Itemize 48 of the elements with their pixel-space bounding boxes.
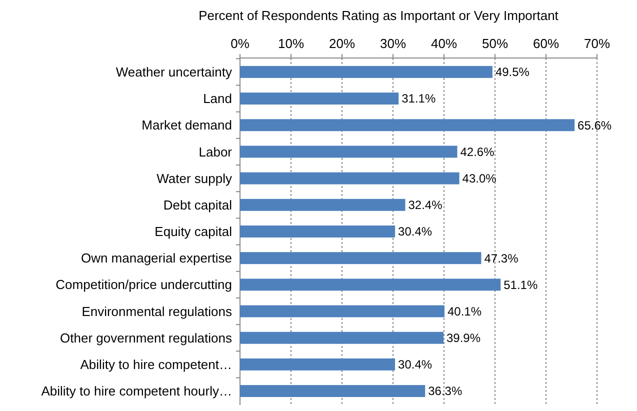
- bar: [240, 66, 492, 78]
- bar: [240, 172, 460, 184]
- y-tick-label: Ability to hire competent…: [80, 357, 232, 372]
- x-tick-label: 0%: [230, 36, 250, 51]
- bar: [240, 146, 458, 158]
- data-label: 31.1%: [402, 92, 436, 106]
- x-tick-label: 70%: [584, 36, 610, 51]
- x-tick-label: 40%: [430, 36, 458, 51]
- bar: [240, 119, 575, 132]
- data-label: 30.4%: [398, 358, 432, 372]
- y-tick-label: Water supply: [156, 170, 232, 186]
- bar: [240, 92, 399, 105]
- y-tick-label: Labor: [198, 144, 233, 160]
- bar: [240, 305, 445, 318]
- y-tick-label: Land: [203, 91, 232, 106]
- bar: [240, 385, 426, 398]
- data-label: 39.9%: [446, 331, 481, 346]
- data-label: 51.1%: [504, 278, 538, 292]
- bar: [240, 278, 501, 291]
- y-tick-label: Other government regulations: [60, 330, 232, 346]
- x-tick-label: 50%: [482, 36, 508, 51]
- data-label: 32.4%: [408, 198, 443, 212]
- data-label: 40.1%: [448, 304, 482, 318]
- x-tick-label: 20%: [328, 36, 356, 51]
- x-tick-label: 30%: [380, 36, 406, 51]
- data-label: 30.4%: [398, 224, 432, 239]
- bar: [240, 332, 444, 344]
- y-tick-label: Own managerial expertise: [80, 250, 232, 266]
- bar: [240, 358, 396, 370]
- y-tick-label: Weather uncertainty: [116, 64, 232, 80]
- y-tick-label: Environmental regulations: [82, 304, 232, 319]
- data-label: 49.5%: [495, 65, 530, 80]
- bar: [240, 198, 406, 211]
- y-tick-label: Ability to hire competent hourly…: [41, 384, 232, 399]
- bar: [240, 252, 482, 264]
- bar: [240, 226, 396, 238]
- y-tick-label: Equity capital: [154, 224, 232, 240]
- x-tick-label: 60%: [532, 36, 560, 51]
- x-tick-label: 10%: [278, 36, 304, 51]
- y-tick-label: Market demand: [142, 118, 232, 133]
- data-label: 65.6%: [578, 118, 612, 132]
- data-label: 47.3%: [484, 251, 519, 266]
- data-label: 43.0%: [462, 172, 497, 186]
- y-tick-label: Debt capital: [163, 197, 232, 212]
- data-label: 42.6%: [460, 144, 495, 159]
- chart-title: Percent of Respondents Rating as Important or Very Important: [198, 8, 559, 23]
- data-label: 36.3%: [428, 384, 462, 398]
- y-tick-label: Competition/price undercutting: [56, 277, 232, 292]
